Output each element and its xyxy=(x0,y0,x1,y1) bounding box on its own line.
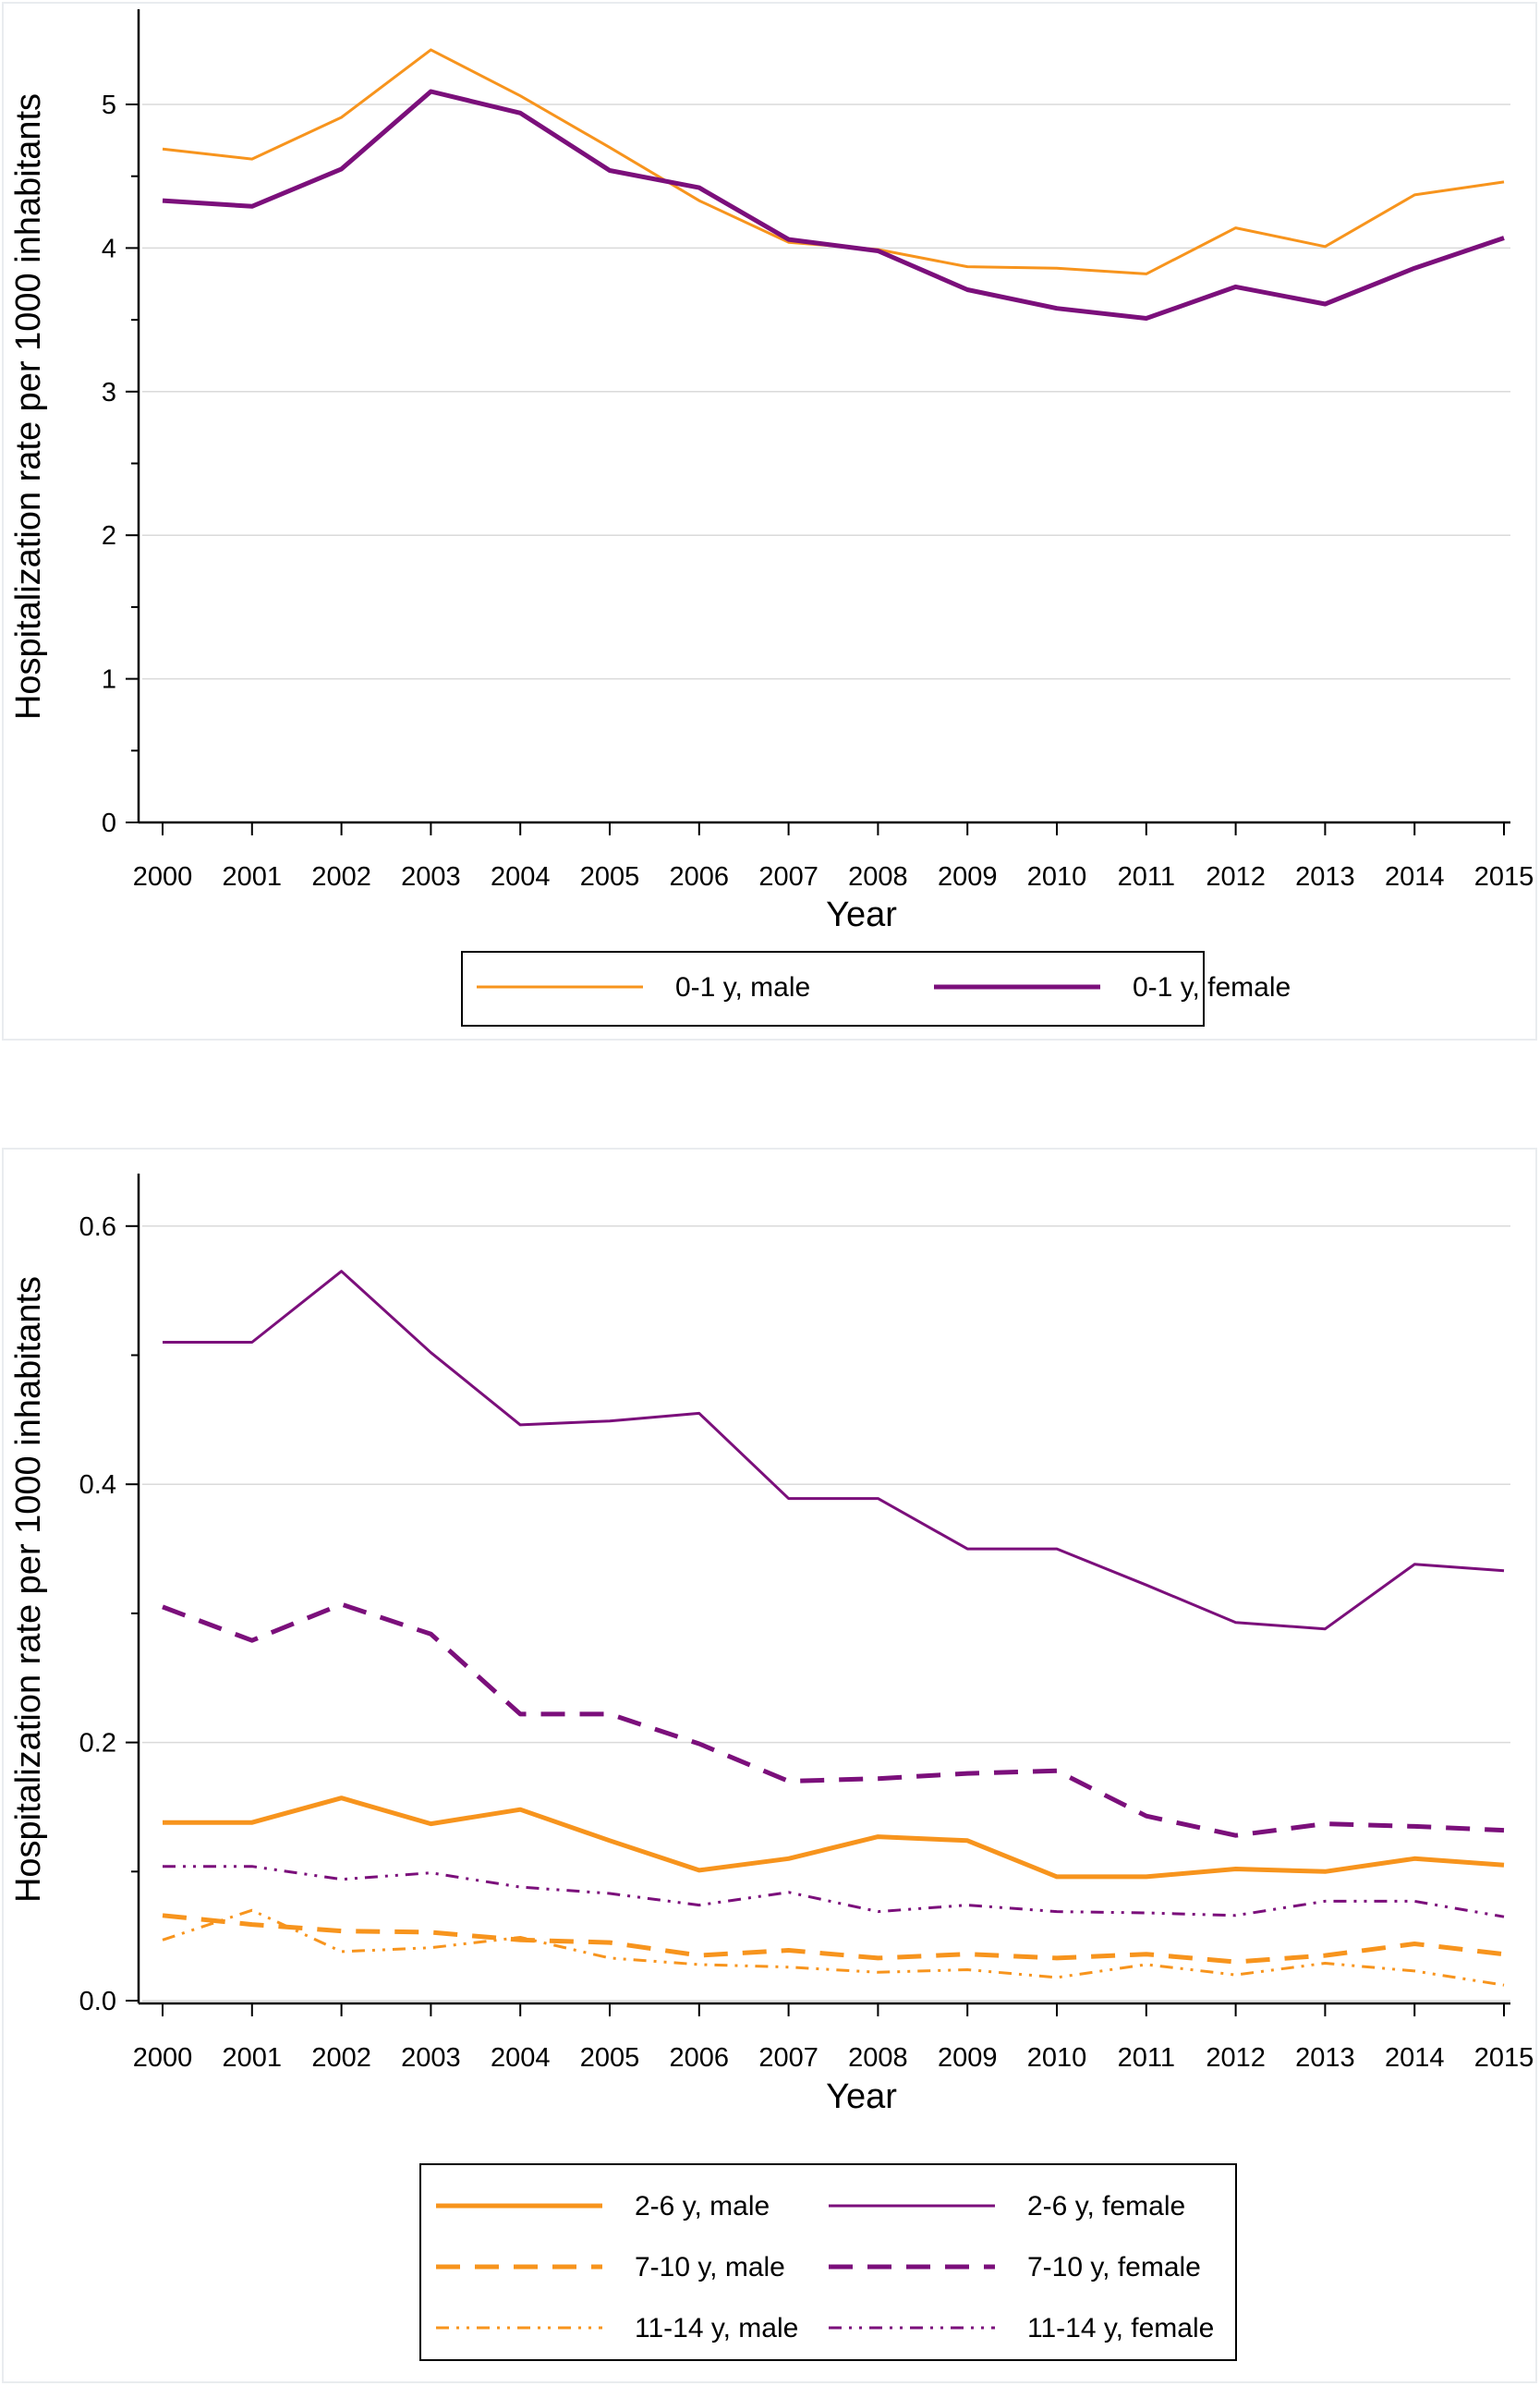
x-tick-label: 2007 xyxy=(758,862,819,892)
x-tick-label: 2001 xyxy=(223,2043,283,2073)
x-tick-label: 2014 xyxy=(1385,2043,1445,2073)
x-tick-label: 2003 xyxy=(401,862,461,892)
legend-label-1: 2-6 y, female xyxy=(1027,2191,1185,2222)
series-line-3 xyxy=(162,1601,1505,1838)
series-line-0 xyxy=(162,48,1505,275)
x-tick-label: 2002 xyxy=(311,862,371,892)
x-tick-label: 2012 xyxy=(1206,2043,1266,2073)
x-tick-label: 2002 xyxy=(311,2043,371,2073)
x-axis-title: Year xyxy=(826,2077,897,2116)
x-tick-label: 2010 xyxy=(1027,862,1087,892)
y-axis-title: Hospitalization rate per 1000 inhabitant… xyxy=(9,93,48,720)
x-tick-label: 2001 xyxy=(223,862,283,892)
x-tick-label: 2004 xyxy=(491,2043,551,2073)
x-tick-label: 2015 xyxy=(1474,2043,1534,2073)
series-line-1 xyxy=(163,1270,1505,1631)
y-tick-label: 5 xyxy=(102,91,116,120)
series-line-2 xyxy=(162,1913,1505,1965)
chart-panel-bottom: 0.0 0.2 0.4 0.6 2000 2001 2002 2003 2004 2005 2006… xyxy=(2,1148,1537,2383)
panel-frame xyxy=(2,2,1537,1041)
y-axis-title: Hospitalization rate per 1000 inhabitant… xyxy=(9,1276,48,1903)
legend-label-4: 11-14 y, male xyxy=(635,2313,798,2343)
y-tick-label: 0.4 xyxy=(79,1470,116,1500)
x-tick-label: 2005 xyxy=(580,2043,640,2073)
y-tick-label: 0.6 xyxy=(79,1212,116,1242)
y-tick-label: 2 xyxy=(102,521,116,551)
y-tick-label: 1 xyxy=(102,665,116,695)
series-line-5 xyxy=(163,1865,1505,1918)
x-tick-label: 2003 xyxy=(401,2043,461,2073)
x-tick-label: 2007 xyxy=(758,2043,819,2073)
x-tick-label: 2015 xyxy=(1474,862,1534,892)
x-tick-label: 2000 xyxy=(133,2043,193,2073)
legend-label-3: 7-10 y, female xyxy=(1027,2252,1201,2283)
y-tick-label: 0 xyxy=(102,809,116,838)
x-tick-label: 2012 xyxy=(1206,862,1266,892)
series-line-1 xyxy=(162,89,1505,321)
x-tick-label: 2006 xyxy=(670,2043,730,2073)
legend-label-0: 2-6 y, male xyxy=(635,2191,770,2222)
x-tick-label: 2011 xyxy=(1118,862,1175,892)
x-tick-label: 2006 xyxy=(670,862,730,892)
x-tick-label: 2005 xyxy=(580,862,640,892)
x-tick-label: 2008 xyxy=(848,862,908,892)
x-tick-label: 2000 xyxy=(133,862,193,892)
x-tick-label: 2004 xyxy=(491,862,551,892)
x-axis-title: Year xyxy=(826,895,897,934)
x-tick-label: 2009 xyxy=(938,862,998,892)
y-tick-label: 0.2 xyxy=(79,1729,116,1759)
x-tick-label: 2014 xyxy=(1385,862,1445,892)
x-tick-label: 2011 xyxy=(1118,2043,1175,2073)
x-tick-label: 2013 xyxy=(1295,862,1355,892)
legend-label-1: 0-1 y, female xyxy=(1133,972,1291,1003)
series-line-0 xyxy=(163,1796,1505,1880)
x-tick-label: 2010 xyxy=(1027,2043,1087,2073)
x-tick-label: 2008 xyxy=(848,2043,908,2073)
legend-label-0: 0-1 y, male xyxy=(675,972,810,1003)
y-tick-label: 4 xyxy=(102,234,116,263)
legend-label-5: 11-14 y, female xyxy=(1027,2313,1214,2343)
chart-panel-top: 0 1 2 3 4 5 2000 2001 2002 2003 2004 2005 2006 2007 20… xyxy=(2,2,1537,1041)
series-line-4 xyxy=(162,1908,1505,1987)
x-tick-label: 2013 xyxy=(1295,2043,1355,2073)
x-tick-label: 2009 xyxy=(938,2043,998,2073)
legend-box xyxy=(419,2163,1237,2361)
y-tick-label: 3 xyxy=(102,378,116,408)
y-tick-label: 0.0 xyxy=(79,1987,116,2016)
legend-label-2: 7-10 y, male xyxy=(635,2252,785,2283)
panel-frame xyxy=(2,1148,1537,2383)
